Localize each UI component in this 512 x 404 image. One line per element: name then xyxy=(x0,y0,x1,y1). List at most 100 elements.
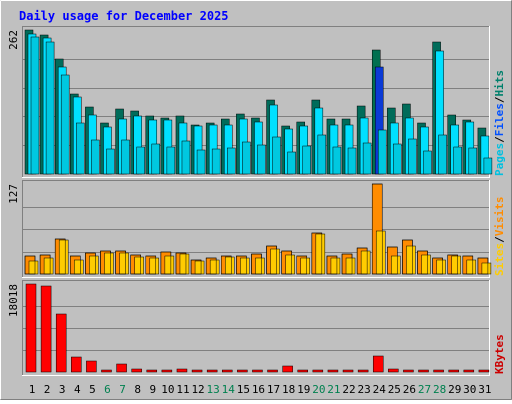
visits-bar-outline xyxy=(236,255,247,275)
sites-bar xyxy=(345,257,356,275)
sites-bar xyxy=(89,255,99,275)
legend-item-hits: Hits xyxy=(493,70,506,97)
pages-bar xyxy=(76,122,85,175)
x-tick-label-day-12: 12 xyxy=(191,383,204,396)
kbytes-bar xyxy=(71,356,82,373)
x-tick-label-day-2: 2 xyxy=(44,383,51,396)
x-tick-label-day-19: 19 xyxy=(297,383,310,396)
sites-bar xyxy=(375,230,386,275)
panel-1-y-max-label: 127 xyxy=(7,184,20,204)
kbytes-bar xyxy=(267,369,278,373)
visits-bar-outline xyxy=(402,239,413,275)
visits-bar-outline xyxy=(85,252,96,275)
kbytes-bar xyxy=(312,369,324,373)
visits-bar-outline xyxy=(130,254,141,275)
panel-2-legend: KBytes xyxy=(493,334,506,374)
pages-bar xyxy=(45,41,55,175)
panel-0-legend: Pages/Files/Hits xyxy=(493,70,506,176)
visits-bar-outline xyxy=(190,259,202,275)
kbytes-bar xyxy=(418,369,429,373)
x-tick-label-day-11: 11 xyxy=(176,383,189,396)
kbytes-bar xyxy=(237,369,248,373)
pages-bar xyxy=(151,143,161,175)
visits-bar-outline xyxy=(356,247,368,275)
pages-bar xyxy=(166,146,176,175)
pages-bar xyxy=(121,139,130,175)
visits-bar-outline xyxy=(70,255,81,275)
kbytes-bar xyxy=(222,369,233,373)
sites-bar xyxy=(255,257,265,275)
x-tick-label-day-24: 24 xyxy=(373,383,387,396)
visits-bar-outline xyxy=(477,257,489,275)
kbytes-bar xyxy=(116,363,127,373)
kbytes-bar xyxy=(86,360,97,373)
pages-bar xyxy=(347,147,357,175)
x-tick-label-day-27: 27 xyxy=(418,383,431,396)
visits-bar-outline xyxy=(175,252,187,275)
sites-bar xyxy=(209,259,220,275)
x-tick-label-day-9: 9 xyxy=(149,383,156,396)
visits-bar-outline xyxy=(24,255,36,275)
x-tick-label-day-22: 22 xyxy=(342,383,355,396)
x-tick-label-day-30: 30 xyxy=(463,383,476,396)
sites-bar xyxy=(466,259,477,275)
sites-bar xyxy=(194,260,205,275)
kbytes-bar xyxy=(252,369,263,373)
pages-bar xyxy=(287,151,296,175)
visits-bar-outline xyxy=(447,254,458,275)
kbytes-bar xyxy=(478,369,490,373)
sites-bar xyxy=(179,253,190,275)
kbytes-bar xyxy=(101,369,112,373)
sites-bar xyxy=(149,257,160,275)
sites-bar xyxy=(28,260,39,275)
kbytes-bar xyxy=(206,369,218,373)
x-tick-label-day-3: 3 xyxy=(59,383,66,396)
pages-bar xyxy=(30,36,40,175)
pages-bar xyxy=(423,150,432,175)
visits-bar-outline xyxy=(266,245,277,275)
sites-bar xyxy=(436,259,446,275)
kbytes-bar xyxy=(282,365,293,373)
kbytes-bar xyxy=(342,369,354,373)
pages-bar xyxy=(362,142,372,175)
x-tick-label-day-29: 29 xyxy=(448,383,461,396)
x-tick-label-day-10: 10 xyxy=(161,383,174,396)
x-tick-label-day-31: 31 xyxy=(478,383,491,396)
x-tick-label-day-26: 26 xyxy=(403,383,416,396)
x-tick-label-day-18: 18 xyxy=(282,383,295,396)
sites-bar xyxy=(451,255,461,275)
visits-bar-outline xyxy=(326,255,338,275)
sites-bar xyxy=(74,259,84,275)
sites-bar xyxy=(481,262,492,275)
x-tick-label-day-1: 1 xyxy=(29,383,36,396)
pages-bar xyxy=(106,148,115,175)
legend-item-: / xyxy=(493,96,506,103)
kbytes-bar xyxy=(448,369,459,373)
x-tick-label-day-8: 8 xyxy=(134,383,141,396)
legend-item-: / xyxy=(493,136,506,143)
x-tick-label-day-16: 16 xyxy=(252,383,265,396)
sites-bar xyxy=(240,257,250,275)
pages-bar xyxy=(332,146,342,175)
panel-2-y-max-label: 18018 xyxy=(7,284,20,317)
sites-bar xyxy=(421,254,431,275)
visits-bar-outline xyxy=(54,238,66,275)
visits-bar-outline xyxy=(341,253,353,275)
sites-bar xyxy=(285,254,295,275)
pages-bar xyxy=(91,139,100,175)
visits-bar-outline xyxy=(221,255,232,275)
pages-bar xyxy=(242,141,251,175)
legend-item-visits: Visits xyxy=(493,197,506,237)
kbytes-bar xyxy=(131,368,142,373)
visits-bar-outline xyxy=(311,232,323,275)
visits-bar-outline xyxy=(281,250,292,275)
x-tick-label-day-17: 17 xyxy=(267,383,280,396)
chart-panels: 262Pages/Files/Hits127Sites/Visits18018K… xyxy=(7,26,506,376)
sites-bar xyxy=(406,245,416,275)
visits-bar-outline xyxy=(39,254,51,275)
legend-item-files: Files xyxy=(493,103,506,136)
pages-bar xyxy=(196,149,206,175)
pages-bar xyxy=(272,136,281,175)
